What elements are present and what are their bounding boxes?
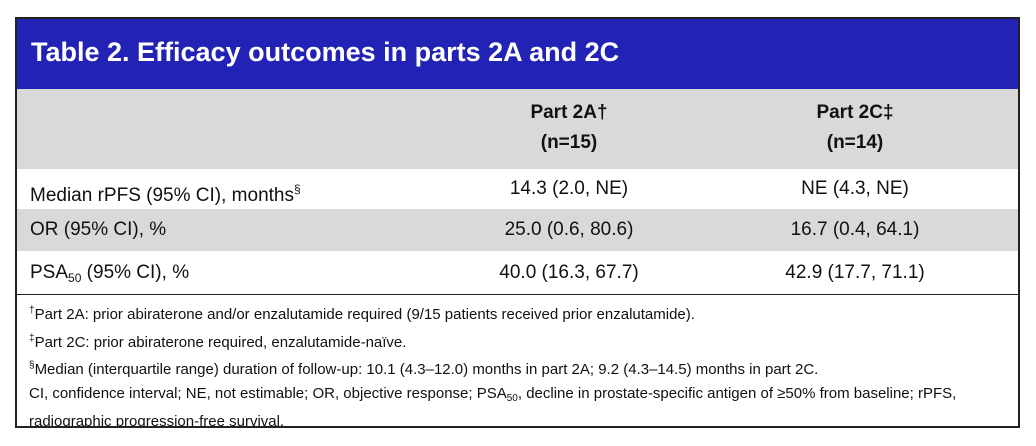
superscript: § [29, 360, 35, 371]
text: OR (95% CI), % [30, 219, 167, 240]
footnote: †Part 2A: prior abiraterone and/or enzal… [29, 299, 1008, 327]
text: , decline in prostate-specific antigen o… [29, 384, 957, 428]
text: (95% CI), % [81, 262, 190, 283]
column-n: (n=14) [826, 132, 884, 153]
cell-value: 16.7 (0.4, 64.1) [790, 219, 920, 240]
footnote: CI, confidence interval; NE, not estimab… [29, 382, 1008, 428]
column-n: (n=15) [540, 132, 598, 153]
table-title: Table 2. Efficacy outcomes in parts 2A a… [17, 19, 1018, 89]
cell-value: 42.9 (17.7, 71.1) [785, 262, 925, 283]
text: Median (interquartile range) duration of… [34, 361, 819, 378]
text: PSA [30, 262, 69, 283]
footnote: ‡Part 2C: prior abiraterone required, en… [29, 327, 1008, 355]
cell-value: 14.3 (2.0, NE) [509, 178, 629, 199]
row-label: PSA50 (95% CI), % [30, 251, 189, 300]
table-row: PSA50 (95% CI), % 40.0 (16.3, 67.7) 42.9 (… [17, 251, 1018, 294]
subscript: 50 [506, 392, 518, 404]
column-header: Part 2C‡ [816, 102, 894, 123]
text: Part 2A: prior abiraterone and/or enzalu… [34, 306, 695, 323]
text: Part 2C: prior abiraterone required, enz… [34, 333, 407, 351]
footnote: §Median (interquartile range) duration o… [29, 354, 1008, 382]
text: CI, confidence interval; NE, not estimab… [29, 384, 507, 402]
header-row: Part 2A† (n=15) Part 2C‡ (n=14) [17, 89, 1018, 169]
superscript: § [293, 182, 301, 196]
cell-value: 25.0 (0.6, 80.6) [504, 219, 634, 240]
column-header: Part 2A† [530, 102, 608, 123]
row-label: Median rPFS (95% CI), months§ [30, 169, 301, 216]
cell-value: 40.0 (16.3, 67.7) [499, 262, 639, 283]
superscript: † [29, 305, 35, 316]
footnotes: †Part 2A: prior abiraterone and/or enzal… [17, 294, 1018, 426]
superscript: ‡ [29, 332, 35, 344]
cell-value: NE (4.3, NE) [801, 178, 909, 199]
row-label: OR (95% CI), % [30, 209, 166, 251]
subscript: 50 [68, 271, 82, 285]
table-frame: Table 2. Efficacy outcomes in parts 2A a… [15, 17, 1020, 428]
table-row: Median rPFS (95% CI), months§ 14.3 (2.0, … [17, 169, 1018, 209]
text: Median rPFS (95% CI), months [30, 185, 294, 206]
table-row: OR (95% CI), % 25.0 (0.6, 80.6) 16.7 (0.4,… [17, 209, 1018, 251]
